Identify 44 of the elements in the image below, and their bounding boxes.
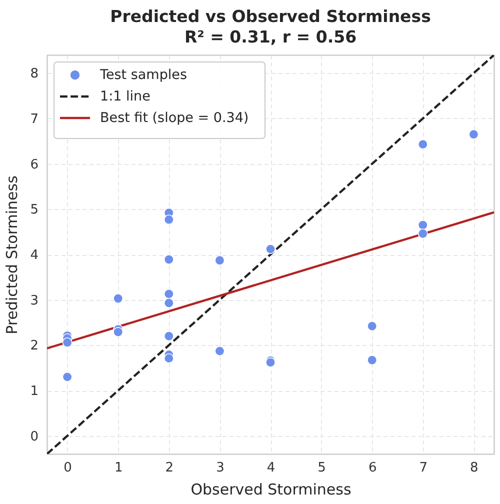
point <box>214 346 225 356</box>
point <box>62 337 72 348</box>
point <box>367 355 378 366</box>
x-tick-label: 4 <box>266 460 276 476</box>
point <box>468 129 479 140</box>
y-tick-label: 8 <box>30 66 38 82</box>
y-tick-label: 5 <box>30 202 38 218</box>
x-tick-label: 0 <box>64 460 72 476</box>
point <box>164 288 174 299</box>
x-tick-label: 2 <box>165 460 174 476</box>
point <box>113 327 124 338</box>
point <box>214 255 225 266</box>
y-tick-label: 7 <box>30 112 38 127</box>
point <box>62 372 72 382</box>
point <box>418 220 428 230</box>
chart-title: Predicted vs Observed Storminess <box>110 7 432 26</box>
point <box>164 353 174 364</box>
y-tick-label: 4 <box>30 248 38 263</box>
y-tick-label: 1 <box>30 384 38 400</box>
x-tick-label: 7 <box>419 460 428 476</box>
legend-label: 1:1 line <box>100 88 150 104</box>
point <box>367 321 378 332</box>
point <box>164 331 174 342</box>
point <box>265 244 276 254</box>
x-tick-label: 5 <box>318 460 326 476</box>
chart-subtitle: R² = 0.31, r = 0.56 <box>184 28 357 46</box>
legend-label: Best fit (slope = 0.34) <box>100 110 249 126</box>
y-tick-label: 0 <box>30 429 38 444</box>
point <box>418 139 428 150</box>
point <box>164 214 174 225</box>
point <box>418 228 428 239</box>
y-tick-label: 6 <box>30 157 38 172</box>
x-tick-label: 1 <box>114 460 123 476</box>
point <box>164 298 174 308</box>
x-axis-title: Observed Storminess <box>190 480 352 498</box>
legend-label: Test samples <box>99 67 187 83</box>
x-tick-label: 6 <box>368 460 377 476</box>
point <box>164 254 174 264</box>
y-tick-label: 2 <box>30 338 38 354</box>
y-tick-label: 3 <box>30 293 38 308</box>
point <box>113 293 124 304</box>
x-tick-label: 3 <box>216 460 224 476</box>
x-tick-label: 8 <box>470 460 478 476</box>
y-axis-title: Predicted Storminess <box>3 175 22 334</box>
